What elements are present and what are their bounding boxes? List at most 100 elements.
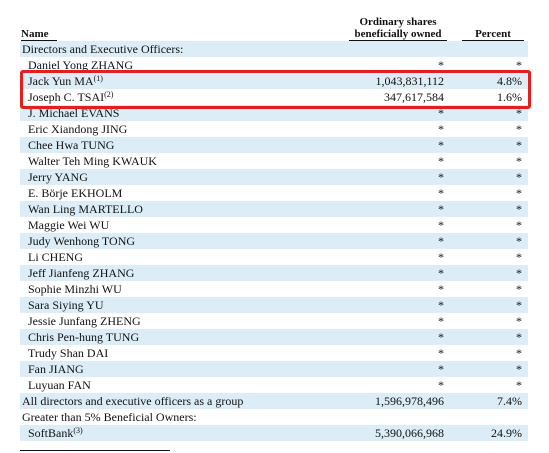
- percent: *: [516, 138, 522, 152]
- name: All directors and executive officers as …: [22, 394, 244, 408]
- name-cell: SoftBank(3): [28, 425, 83, 441]
- percent: *: [516, 234, 522, 248]
- shares: 1,043,831,112: [375, 74, 444, 88]
- table-row: Joseph C. TSAI(2) 347,617,584 1.6%: [20, 89, 528, 105]
- table-row: Jessie Junfang ZHENG * *: [20, 313, 528, 329]
- name-cell: Jeff Jianfeng ZHANG: [28, 265, 134, 281]
- name: Chee Hwa TUNG: [28, 138, 115, 152]
- name: Judy Wenhong TONG: [28, 234, 136, 248]
- name: Greater than 5% Beneficial Owners:: [22, 410, 197, 424]
- name: Sara Siying YU: [28, 298, 104, 312]
- name: Fan JIANG: [28, 362, 84, 376]
- shares: *: [438, 266, 444, 280]
- table-row: All directors and executive officers as …: [20, 393, 528, 409]
- shares: 5,390,066,968: [375, 426, 444, 440]
- percent: *: [516, 378, 522, 392]
- table-row: Trudy Shan DAI * *: [20, 345, 528, 361]
- shares: *: [438, 170, 444, 184]
- name-cell: Directors and Executive Officers:: [22, 41, 183, 57]
- percent: *: [516, 362, 522, 376]
- name: Daniel Yong ZHANG: [28, 58, 133, 72]
- table-row: Judy Wenhong TONG * *: [20, 233, 528, 249]
- shares: *: [438, 234, 444, 248]
- shares: 1,596,978,496: [375, 394, 444, 408]
- name: E. Börje EKHOLM: [28, 186, 123, 200]
- name-cell: Li CHENG: [28, 249, 83, 265]
- footnote-ref: (2): [104, 90, 114, 99]
- name-cell: Wan Ling MARTELLO: [28, 201, 143, 217]
- name-cell: Chris Pen-hung TUNG: [28, 329, 139, 345]
- name-cell: Daniel Yong ZHANG: [28, 57, 133, 73]
- name: Jerry YANG: [28, 170, 88, 184]
- table-row: Daniel Yong ZHANG * *: [20, 57, 528, 73]
- name-cell: Luyuan FAN: [28, 377, 91, 393]
- footnote-ref: (3): [73, 426, 83, 435]
- percent: *: [516, 330, 522, 344]
- name-cell: Eric Xiandong JING: [28, 121, 127, 137]
- shares: *: [438, 314, 444, 328]
- shares-header-line1: Ordinary shares: [359, 16, 437, 28]
- name-cell: Jack Yun MA(1): [28, 73, 103, 89]
- name: Jeff Jianfeng ZHANG: [28, 266, 135, 280]
- name-cell: Joseph C. TSAI(2): [28, 89, 113, 105]
- name: Joseph C. TSAI: [28, 90, 105, 104]
- name: J. Michael EVANS: [28, 106, 120, 120]
- shares: *: [438, 378, 444, 392]
- shares: *: [438, 58, 444, 72]
- shares: *: [438, 186, 444, 200]
- table-row: Sophie Minzhi WU * *: [20, 281, 528, 297]
- shares: *: [438, 330, 444, 344]
- name-cell: E. Börje EKHOLM: [28, 185, 122, 201]
- name-cell: Jerry YANG: [28, 169, 88, 185]
- shares: *: [438, 218, 444, 232]
- percent: 4.8%: [497, 74, 522, 88]
- shares: *: [438, 298, 444, 312]
- percent: *: [516, 282, 522, 296]
- percent: *: [516, 186, 522, 200]
- name-cell: All directors and executive officers as …: [22, 393, 243, 409]
- table-row: Wan Ling MARTELLO * *: [20, 201, 528, 217]
- shares: *: [438, 282, 444, 296]
- name-cell: Fan JIANG: [28, 361, 84, 377]
- table-row: Walter Teh Ming KWAUK * *: [20, 153, 528, 169]
- percent: *: [516, 346, 522, 360]
- name: Maggie Wei WU: [28, 218, 110, 232]
- name-cell: Walter Teh Ming KWAUK: [28, 153, 157, 169]
- percent: 7.4%: [497, 394, 522, 408]
- name-cell: Sara Siying YU: [28, 297, 104, 313]
- percent: *: [516, 266, 522, 280]
- table-row: Fan JIANG * *: [20, 361, 528, 377]
- percent: 24.9%: [491, 426, 522, 440]
- table-row: SoftBank(3) 5,390,066,968 24.9%: [20, 425, 528, 441]
- name-cell: Maggie Wei WU: [28, 217, 109, 233]
- table-row: Eric Xiandong JING * *: [20, 121, 528, 137]
- table-row: Jack Yun MA(1) 1,043,831,112 4.8%: [20, 73, 528, 89]
- highlight-box: [20, 70, 531, 109]
- percent: *: [516, 202, 522, 216]
- percent: *: [516, 298, 522, 312]
- name: Jessie Junfang ZHENG: [28, 314, 141, 328]
- name: Trudy Shan DAI: [28, 346, 109, 360]
- shares: *: [438, 250, 444, 264]
- shares: *: [438, 138, 444, 152]
- name: Chris Pen-hung TUNG: [28, 330, 140, 344]
- shares: *: [438, 122, 444, 136]
- shares: *: [438, 106, 444, 120]
- percent: *: [516, 122, 522, 136]
- name: Sophie Minzhi WU: [28, 282, 122, 296]
- shares: *: [438, 202, 444, 216]
- name-cell: J. Michael EVANS: [28, 105, 119, 121]
- name: Wan Ling MARTELLO: [28, 202, 143, 216]
- table-row: Chris Pen-hung TUNG * *: [20, 329, 528, 345]
- name: Li CHENG: [28, 250, 83, 264]
- table-row: Greater than 5% Beneficial Owners:: [20, 409, 528, 425]
- table-row: Li CHENG * *: [20, 249, 528, 265]
- name: Jack Yun MA: [28, 74, 94, 88]
- percent: *: [516, 58, 522, 72]
- table-row: Directors and Executive Officers:: [20, 41, 528, 57]
- name-cell: Judy Wenhong TONG: [28, 233, 135, 249]
- percent: *: [516, 250, 522, 264]
- name: Walter Teh Ming KWAUK: [28, 154, 157, 168]
- table-row: Sara Siying YU * *: [20, 297, 528, 313]
